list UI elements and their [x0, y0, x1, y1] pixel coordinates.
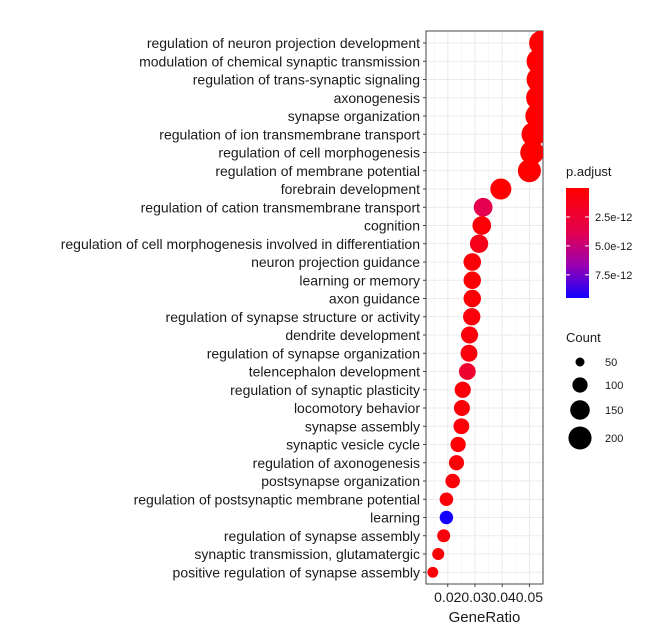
category-label: regulation of neuron projection developm…	[147, 35, 420, 51]
category-label: regulation of postsynaptic membrane pote…	[134, 491, 420, 507]
y-axis-ticks	[423, 42, 426, 573]
count-legend-key	[575, 357, 585, 367]
category-label: dendrite development	[285, 327, 420, 343]
data-point	[473, 197, 493, 217]
count-legend-label: 150	[605, 405, 623, 417]
category-label: regulation of cell morphogenesis involve…	[61, 236, 420, 252]
count-legend-label: 50	[605, 357, 617, 369]
count-legend-items: 50 100 150 200	[568, 357, 623, 450]
data-point	[439, 510, 454, 525]
data-point	[445, 473, 460, 489]
category-label: regulation of synapse assembly	[224, 528, 420, 544]
data-point	[453, 399, 470, 417]
data-point	[448, 455, 465, 471]
category-label: synapse assembly	[305, 418, 420, 434]
x-tick-label: 0.02	[434, 589, 461, 605]
category-label: cognition	[364, 218, 420, 234]
data-point	[520, 140, 543, 165]
count-legend-label: 200	[605, 433, 623, 445]
category-label: regulation of synapse organization	[207, 345, 420, 361]
category-label: regulation of synapse structure or activ…	[166, 309, 420, 325]
category-label: regulation of axonogenesis	[253, 455, 420, 471]
plot-panel-border	[425, 30, 544, 585]
category-label: synaptic transmission, glutamatergic	[194, 546, 420, 562]
data-points	[427, 31, 543, 578]
p-adjust-colorbar	[566, 188, 589, 298]
data-point	[463, 289, 481, 308]
plot-panel-background	[426, 31, 543, 584]
data-point	[463, 271, 481, 289]
category-label: forebrain development	[281, 181, 420, 197]
count-legend-key	[568, 426, 592, 450]
category-label: regulation of cation transmembrane trans…	[141, 199, 420, 215]
colorbar-tick-label: 7.5e-12	[595, 270, 632, 282]
data-point	[460, 344, 478, 362]
category-label: learning or memory	[299, 272, 420, 288]
count-legend-label: 100	[605, 380, 623, 392]
data-point	[453, 418, 470, 435]
p-adjust-colorbar-ticks: 2.5e-12 5.0e-12 7.5e-12	[566, 212, 632, 282]
x-tick-label: 0.05	[516, 589, 543, 605]
category-label: positive regulation of synapse assembly	[173, 564, 420, 580]
category-label: synaptic vesicle cycle	[286, 437, 420, 453]
data-point	[463, 308, 481, 326]
p-adjust-legend: p.adjust 2.5e-12 5.0e-12 7.5e-12	[566, 164, 632, 298]
category-label: synapse organization	[288, 108, 420, 124]
category-label: regulation of cell morphogenesis	[218, 145, 420, 161]
data-point	[469, 234, 489, 253]
p-adjust-legend-title: p.adjust	[566, 164, 612, 179]
count-legend: Count 50 100 150 200	[566, 330, 623, 450]
x-tick-label: 0.03	[461, 589, 488, 605]
count-legend-title: Count	[566, 330, 601, 345]
category-label: neuron projection guidance	[251, 254, 420, 270]
colorbar-tick-label: 5.0e-12	[595, 241, 632, 253]
category-axis-labels: regulation of neuron projection developm…	[61, 35, 421, 580]
category-label: learning	[370, 510, 420, 526]
count-legend-key	[570, 400, 590, 420]
data-point	[525, 103, 543, 129]
count-legend-key	[572, 377, 588, 393]
data-point	[463, 253, 482, 271]
category-label: telencephalon development	[249, 364, 420, 380]
data-point	[450, 436, 466, 453]
data-point	[472, 216, 492, 235]
data-point	[427, 566, 439, 578]
x-axis-title: GeneRatio	[449, 609, 521, 626]
data-point	[458, 363, 476, 380]
data-point	[521, 122, 543, 147]
category-label: axon guidance	[329, 291, 420, 307]
x-axis: 0.02 0.03 0.04 0.05	[434, 584, 543, 605]
data-point	[517, 159, 541, 183]
plot-panel	[425, 30, 544, 585]
data-point	[439, 492, 454, 507]
category-label: regulation of ion transmembrane transpor…	[159, 126, 420, 142]
data-point	[437, 529, 451, 543]
colorbar-tick-label: 2.5e-12	[595, 212, 632, 224]
x-tick-label: 0.04	[489, 589, 516, 605]
category-label: modulation of chemical synaptic transmis…	[139, 53, 420, 69]
category-label: regulation of membrane potential	[215, 163, 420, 179]
category-label: axonogenesis	[334, 90, 420, 106]
category-label: regulation of synaptic plasticity	[230, 382, 420, 398]
data-point	[454, 381, 471, 398]
category-label: regulation of trans-synaptic signaling	[193, 72, 420, 88]
data-point	[490, 178, 512, 200]
data-point	[432, 547, 445, 561]
category-label: postsynapse organization	[261, 473, 420, 489]
category-label: locomotory behavior	[294, 400, 420, 416]
data-point	[460, 326, 479, 344]
